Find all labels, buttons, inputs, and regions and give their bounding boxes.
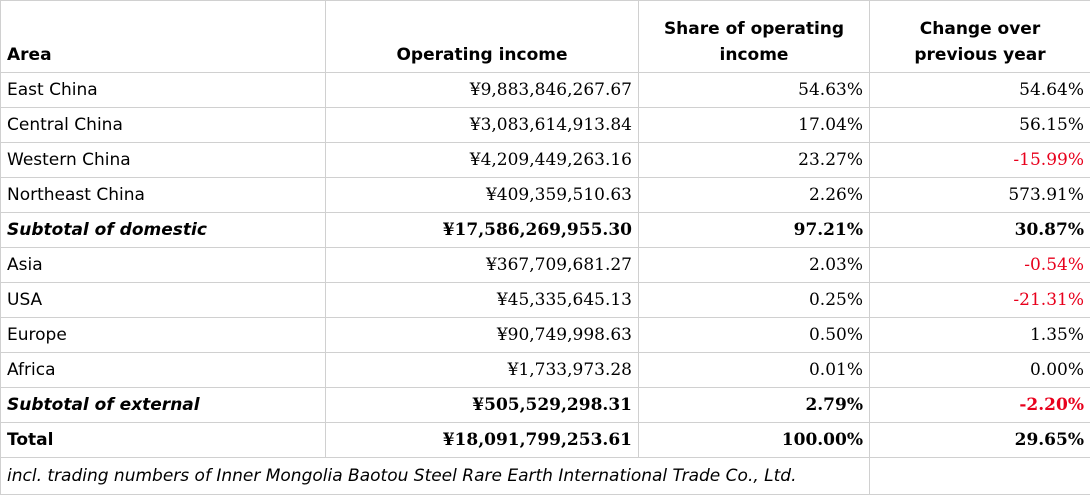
note-row: incl. trading numbers of Inner Mongolia … [0,457,1090,495]
cell-share[interactable]: 2.26% [638,177,870,213]
cell-operating-income[interactable]: ¥4,209,449,263.16 [325,142,639,178]
cell-share[interactable]: 97.21% [638,212,870,248]
subtotal-row: Subtotal of domestic ¥17,586,269,955.30 97… [0,212,1090,248]
empty-cell[interactable] [869,457,1090,495]
table-row: Western China ¥4,209,449,263.16 23.27% -15.… [0,142,1090,178]
cell-share[interactable]: 2.79% [638,387,870,423]
cell-operating-income[interactable]: ¥1,733,973.28 [325,352,639,388]
cell-change[interactable]: 54.64% [869,72,1090,108]
footnote[interactable]: incl. trading numbers of Inner Mongolia … [0,457,870,495]
header-share[interactable]: Share of operating income [638,0,870,73]
cell-change[interactable]: 29.65% [869,422,1090,458]
cell-area[interactable]: Subtotal of external [0,387,326,423]
cell-operating-income[interactable]: ¥90,749,998.63 [325,317,639,353]
table-row: Africa ¥1,733,973.28 0.01% 0.00% [0,352,1090,388]
header-row: Area Operating income Share of operating… [0,0,1090,73]
cell-change[interactable]: 56.15% [869,107,1090,143]
table-row: Northeast China ¥409,359,510.63 2.26% 573.9… [0,177,1090,213]
cell-share[interactable]: 0.01% [638,352,870,388]
cell-share[interactable]: 17.04% [638,107,870,143]
header-change[interactable]: Change over previous year [869,0,1090,73]
subtotal-row: Subtotal of external ¥505,529,298.31 2.79%… [0,387,1090,423]
cell-area[interactable]: Europe [0,317,326,353]
cell-change[interactable]: -0.54% [869,247,1090,283]
cell-share[interactable]: 54.63% [638,72,870,108]
table-row: East China ¥9,883,846,267.67 54.63% 54.64% [0,72,1090,108]
cell-change[interactable]: 30.87% [869,212,1090,248]
cell-operating-income[interactable]: ¥3,083,614,913.84 [325,107,639,143]
cell-area[interactable]: Central China [0,107,326,143]
cell-share[interactable]: 0.25% [638,282,870,318]
cell-operating-income[interactable]: ¥45,335,645.13 [325,282,639,318]
cell-area[interactable]: Western China [0,142,326,178]
cell-operating-income[interactable]: ¥367,709,681.27 [325,247,639,283]
cell-operating-income[interactable]: ¥18,091,799,253.61 [325,422,639,458]
cell-area[interactable]: East China [0,72,326,108]
cell-share[interactable]: 100.00% [638,422,870,458]
cell-area[interactable]: Total [0,422,326,458]
cell-change[interactable]: 0.00% [869,352,1090,388]
cell-operating-income[interactable]: ¥9,883,846,267.67 [325,72,639,108]
table-row: Asia ¥367,709,681.27 2.03% -0.54% [0,247,1090,283]
cell-change[interactable]: -2.20% [869,387,1090,423]
cell-share[interactable]: 0.50% [638,317,870,353]
cell-share[interactable]: 2.03% [638,247,870,283]
cell-change[interactable]: -15.99% [869,142,1090,178]
cell-share[interactable]: 23.27% [638,142,870,178]
header-operating-income[interactable]: Operating income [325,0,639,73]
cell-change[interactable]: 1.35% [869,317,1090,353]
total-row: Total ¥18,091,799,253.61 100.00% 29.65% [0,422,1090,458]
table-row: Europe ¥90,749,998.63 0.50% 1.35% [0,317,1090,353]
cell-area[interactable]: Africa [0,352,326,388]
table-row: Central China ¥3,083,614,913.84 17.04% 56.1… [0,107,1090,143]
cell-area[interactable]: Subtotal of domestic [0,212,326,248]
table-row: USA ¥45,335,645.13 0.25% -21.31% [0,282,1090,318]
cell-area[interactable]: Asia [0,247,326,283]
cell-area[interactable]: USA [0,282,326,318]
cell-operating-income[interactable]: ¥409,359,510.63 [325,177,639,213]
cell-change[interactable]: -21.31% [869,282,1090,318]
cell-area[interactable]: Northeast China [0,177,326,213]
cell-operating-income[interactable]: ¥505,529,298.31 [325,387,639,423]
cell-operating-income[interactable]: ¥17,586,269,955.30 [325,212,639,248]
header-area[interactable]: Area [0,0,326,73]
cell-change[interactable]: 573.91% [869,177,1090,213]
